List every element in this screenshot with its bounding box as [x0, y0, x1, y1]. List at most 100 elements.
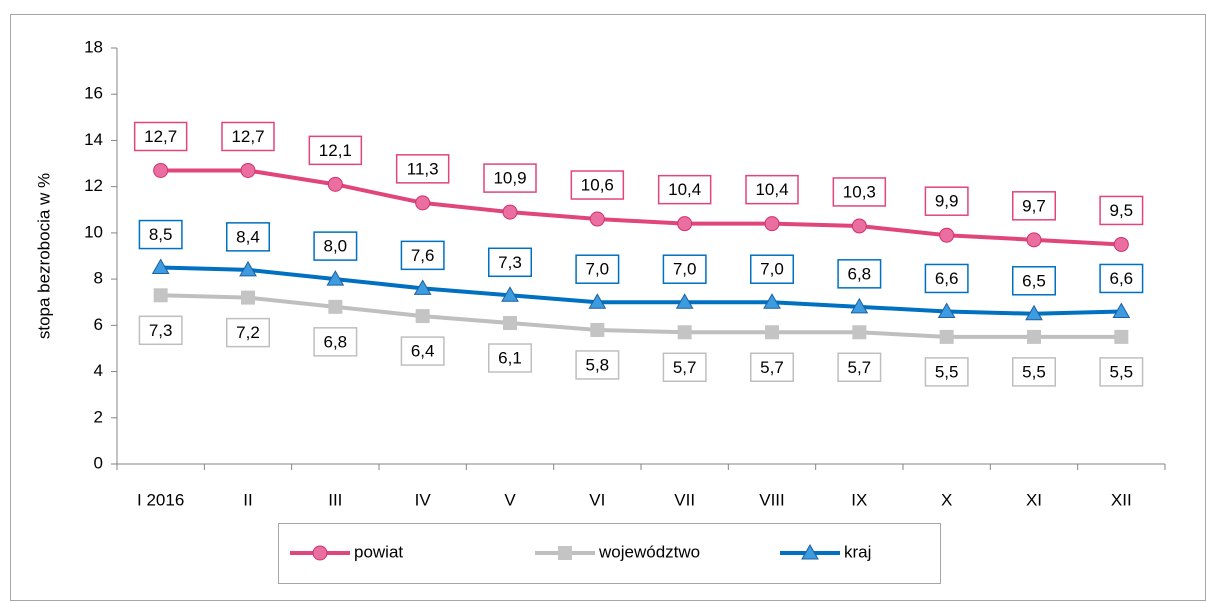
value-label-box	[483, 163, 537, 193]
value-label-box	[1012, 266, 1056, 296]
marker	[852, 325, 867, 340]
value-label-box	[750, 352, 794, 383]
legend-label: powiat	[354, 542, 403, 561]
value-label-box	[924, 357, 969, 387]
value-label-box	[400, 240, 445, 271]
value-label: 7,2	[236, 323, 260, 342]
value-label: 12,1	[319, 141, 352, 160]
y-tick-label: 14	[84, 130, 103, 149]
x-tick-label: III	[328, 490, 342, 509]
value-label: 7,0	[673, 260, 697, 279]
marker	[937, 302, 956, 318]
value-label-box	[1012, 357, 1056, 387]
y-tick-label: 6	[94, 315, 103, 334]
value-label-box	[575, 254, 620, 284]
marker	[415, 309, 430, 324]
value-label: 8,0	[324, 237, 348, 256]
value-label-box	[488, 343, 532, 373]
marker	[413, 279, 432, 295]
value-label: 5,7	[673, 358, 697, 377]
marker	[1026, 232, 1042, 248]
value-label: 10,4	[668, 180, 701, 199]
y-tick-label: 16	[84, 84, 103, 103]
x-tick-label: XI	[1026, 490, 1042, 509]
x-tick-label: IV	[415, 490, 432, 509]
value-label-box	[570, 170, 625, 200]
chart-frame	[10, 14, 1206, 601]
marker	[501, 286, 519, 302]
value-label-box	[400, 336, 445, 366]
y-tick-label: 18	[84, 37, 103, 56]
marker	[590, 322, 605, 337]
value-label-box	[395, 154, 450, 184]
marker	[1113, 236, 1129, 252]
value-label: 7,3	[149, 321, 173, 340]
marker	[151, 258, 170, 275]
value-label: 5,8	[586, 355, 610, 374]
value-label-box	[313, 231, 358, 261]
y-tick-label: 2	[94, 407, 103, 426]
marker	[677, 325, 692, 340]
y-axis-label: stopa bezrobocia w %	[34, 173, 53, 339]
marker	[1025, 304, 1043, 321]
marker	[1114, 329, 1129, 344]
value-label: 6,6	[1110, 269, 1134, 288]
y-tick-label: 12	[84, 176, 103, 195]
value-label-box	[657, 174, 712, 205]
value-label: 9,5	[1110, 201, 1134, 220]
y-tick-label: 0	[94, 453, 103, 472]
value-label-box	[924, 263, 969, 294]
marker	[502, 204, 518, 220]
legend-marker	[312, 545, 328, 561]
value-label: 7,0	[760, 260, 784, 279]
value-label: 12,7	[144, 127, 177, 146]
marker	[589, 211, 605, 227]
value-label-box	[221, 121, 275, 152]
y-tick-label: 8	[94, 269, 103, 288]
marker	[764, 216, 780, 232]
marker	[850, 297, 869, 314]
value-label: 6,4	[411, 342, 435, 361]
value-label: 7,3	[498, 253, 522, 272]
value-label-box	[1099, 357, 1144, 387]
series-line	[160, 265, 1122, 316]
legend-marker	[558, 546, 572, 560]
marker	[675, 293, 694, 309]
value-label: 7,6	[411, 246, 435, 265]
marker	[326, 270, 345, 286]
x-tick-label: VII	[674, 490, 695, 509]
value-label: 6,1	[498, 349, 522, 368]
marker	[763, 293, 781, 309]
value-label-box	[488, 247, 532, 278]
value-label: 5,5	[1022, 362, 1046, 381]
value-label: 8,5	[149, 225, 173, 244]
marker	[588, 293, 607, 309]
marker	[851, 218, 867, 234]
x-tick-label: XII	[1111, 490, 1132, 509]
value-label-box	[313, 327, 358, 357]
y-tick-label: 4	[94, 361, 103, 380]
value-label: 6,5	[1022, 271, 1046, 290]
marker	[765, 325, 779, 340]
value-label: 5,5	[1110, 362, 1134, 381]
x-tick-label: VI	[589, 490, 605, 509]
value-label-box	[1099, 195, 1144, 226]
value-label: 10,3	[843, 182, 876, 201]
marker	[239, 260, 257, 277]
value-label: 6,8	[324, 332, 348, 351]
value-label: 7,0	[586, 260, 610, 279]
value-label-box	[138, 219, 183, 250]
marker	[153, 288, 168, 303]
x-tick-label: II	[243, 490, 252, 509]
series-line	[160, 293, 1122, 339]
value-label-box	[226, 317, 270, 348]
value-label: 5,7	[760, 358, 784, 377]
x-tick-label: IX	[851, 490, 867, 509]
marker	[1027, 329, 1041, 344]
value-label-box	[226, 222, 270, 252]
value-label-box	[924, 186, 969, 216]
value-label-box	[662, 352, 707, 383]
marker	[241, 290, 255, 305]
value-label-box	[308, 135, 363, 166]
